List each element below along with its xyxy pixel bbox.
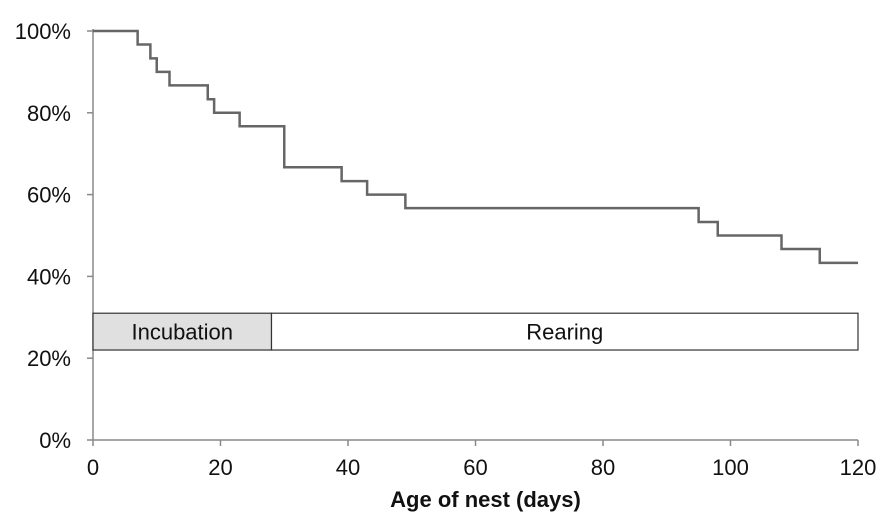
- phase-band-rearing: [270, 312, 859, 351]
- y-tick-label: 80%: [27, 101, 71, 126]
- phase-bands: Incubation Rearing: [92, 312, 859, 351]
- y-tick-label: 0%: [39, 428, 71, 453]
- x-tick-label: 60: [463, 455, 487, 480]
- x-tick-label: 20: [208, 455, 232, 480]
- axes: [87, 29, 859, 446]
- y-tick-label: 100%: [15, 19, 71, 44]
- x-tick-label: 80: [591, 455, 615, 480]
- x-tick-label: 40: [336, 455, 360, 480]
- y-tick-label: 20%: [27, 346, 71, 371]
- survival-step-line: [93, 29, 858, 265]
- phase-band-incubation: [92, 312, 273, 351]
- y-tick-label: 60%: [27, 183, 71, 208]
- x-tick-label: 120: [840, 455, 877, 480]
- series-group: [93, 29, 858, 265]
- phase-label-incubation: Incubation: [131, 320, 233, 345]
- x-tick-label: 0: [87, 455, 99, 480]
- y-tick-label: 40%: [27, 264, 71, 289]
- phase-label-rearing: Rearing: [526, 320, 603, 345]
- tick-labels: 0% 20% 40% 60% 80% 100% 0 20 40 60 80 100 120: [15, 19, 877, 480]
- x-axis-label: Age of nest (days): [390, 487, 581, 512]
- x-tick-label: 100: [712, 455, 749, 480]
